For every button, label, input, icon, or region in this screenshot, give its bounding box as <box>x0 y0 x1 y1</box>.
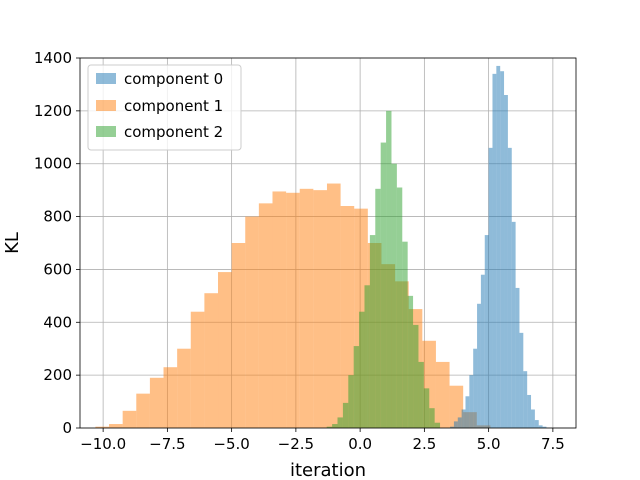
bar-component-0-24 <box>542 426 547 428</box>
bar-component-2-2 <box>337 417 343 428</box>
bar-component-1-10 <box>231 243 246 428</box>
bar-component-2-16 <box>413 324 419 428</box>
bar-component-1-12 <box>258 203 273 428</box>
legend-swatch-component-1 <box>96 100 116 111</box>
bar-component-2-15 <box>407 295 414 428</box>
bar-component-1-11 <box>245 216 259 428</box>
bar-component-2-3 <box>342 402 349 428</box>
x-tick-label-0: −10.0 <box>80 435 126 453</box>
bar-component-1-3 <box>136 393 150 428</box>
bar-component-0-17 <box>515 287 520 428</box>
bar-component-2-0 <box>326 426 333 428</box>
x-axis-label: iteration <box>290 460 366 480</box>
bar-component-1-16 <box>313 190 327 428</box>
bar-component-0-2 <box>457 417 462 428</box>
bar-component-1-18 <box>340 206 355 428</box>
bar-component-0-7 <box>477 303 481 428</box>
series-component-0 <box>450 65 547 428</box>
legend-swatch-component-2 <box>96 126 116 137</box>
bar-component-1-13 <box>272 191 287 428</box>
bar-component-1-5 <box>163 367 178 428</box>
y-tick-label-3: 600 <box>43 260 72 278</box>
bar-component-2-1 <box>332 424 338 428</box>
bar-component-0-0 <box>450 426 454 428</box>
bar-component-0-1 <box>453 421 458 428</box>
bar-component-0-22 <box>534 420 539 428</box>
bar-component-0-8 <box>480 274 485 428</box>
y-axis-ticks: 0 200 400 600 800 1000 1200 1400 <box>34 49 80 437</box>
y-tick-label-4: 800 <box>43 208 72 226</box>
x-tick-label-4: 0.0 <box>348 435 372 453</box>
bar-component-0-19 <box>523 371 528 428</box>
bar-component-2-13 <box>396 187 403 428</box>
y-tick-label-5: 1000 <box>34 155 72 173</box>
y-tick-label-6: 1200 <box>34 102 72 120</box>
bar-component-1-15 <box>299 188 314 428</box>
bar-component-0-11 <box>492 73 497 428</box>
histogram-bars <box>95 65 547 429</box>
x-tick-label-5: 2.5 <box>412 435 436 453</box>
x-tick-label-1: −7.5 <box>149 435 185 453</box>
y-axis-label: KL <box>2 232 23 254</box>
bar-component-1-8 <box>204 293 219 428</box>
bar-component-2-8 <box>369 235 376 428</box>
bar-component-2-19 <box>429 408 435 428</box>
bar-component-0-13 <box>500 71 505 428</box>
bar-component-2-17 <box>418 361 424 428</box>
series-component-2 <box>326 110 441 429</box>
bar-component-2-11 <box>386 110 392 428</box>
legend-swatch-component-0 <box>96 73 116 84</box>
legend-box <box>87 64 242 151</box>
bar-component-0-4 <box>465 396 470 428</box>
bar-component-2-10 <box>380 142 387 429</box>
bar-component-0-3 <box>461 409 466 428</box>
bar-component-0-5 <box>469 375 474 428</box>
bar-component-2-7 <box>364 285 370 428</box>
bar-component-0-9 <box>484 235 489 428</box>
bar-component-0-21 <box>531 409 535 428</box>
plot-frame <box>79 57 577 429</box>
legend-label-component-2: component 2 <box>124 123 223 141</box>
legend: component 0 component 1 component 2 <box>87 64 242 151</box>
bar-component-1-6 <box>177 348 191 428</box>
y-tick-label-1: 200 <box>43 366 72 384</box>
bar-component-0-18 <box>519 332 524 428</box>
bar-component-0-10 <box>488 147 493 428</box>
y-tick-label-2: 400 <box>43 313 72 331</box>
bar-component-1-4 <box>149 377 164 428</box>
bar-component-1-25 <box>435 361 450 428</box>
bar-component-2-4 <box>348 375 354 428</box>
bar-component-1-17 <box>326 183 341 428</box>
y-tick-label-7: 1400 <box>34 49 72 67</box>
legend-label-component-0: component 0 <box>124 70 223 88</box>
x-tick-label-3: −2.5 <box>278 435 314 453</box>
x-axis-ticks: −10.0 −7.5 −5.0 −2.5 0.0 2.5 5.0 7.5 <box>80 428 565 453</box>
bar-component-1-1 <box>109 424 123 428</box>
bar-component-2-5 <box>353 346 360 428</box>
bar-component-1-0 <box>95 426 110 428</box>
x-tick-label-6: 5.0 <box>477 435 501 453</box>
y-tick-label-0: 0 <box>62 419 72 437</box>
bar-component-0-23 <box>538 425 543 428</box>
bar-component-2-14 <box>402 241 408 428</box>
bar-component-1-14 <box>286 192 300 428</box>
bar-component-0-6 <box>473 348 478 428</box>
x-tick-label-7: 7.5 <box>541 435 565 453</box>
bar-component-2-18 <box>423 388 430 428</box>
bar-component-2-9 <box>375 188 381 428</box>
legend-label-component-1: component 1 <box>124 97 223 115</box>
bar-component-1-2 <box>122 410 137 428</box>
bar-component-1-9 <box>218 272 232 428</box>
bar-component-2-12 <box>391 163 397 428</box>
bar-component-2-20 <box>434 422 441 428</box>
x-tick-label-2: −5.0 <box>213 435 249 453</box>
bar-component-0-14 <box>504 95 508 428</box>
bar-component-0-20 <box>527 394 532 428</box>
bar-component-1-7 <box>190 311 205 428</box>
bar-component-2-6 <box>359 311 365 428</box>
bar-component-0-12 <box>496 65 501 428</box>
bar-component-0-16 <box>511 221 516 428</box>
bar-component-0-15 <box>507 147 512 428</box>
